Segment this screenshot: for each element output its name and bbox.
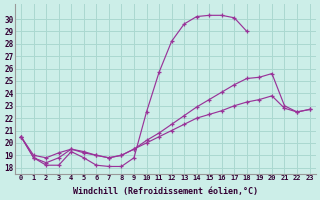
X-axis label: Windchill (Refroidissement éolien,°C): Windchill (Refroidissement éolien,°C) [73, 187, 258, 196]
